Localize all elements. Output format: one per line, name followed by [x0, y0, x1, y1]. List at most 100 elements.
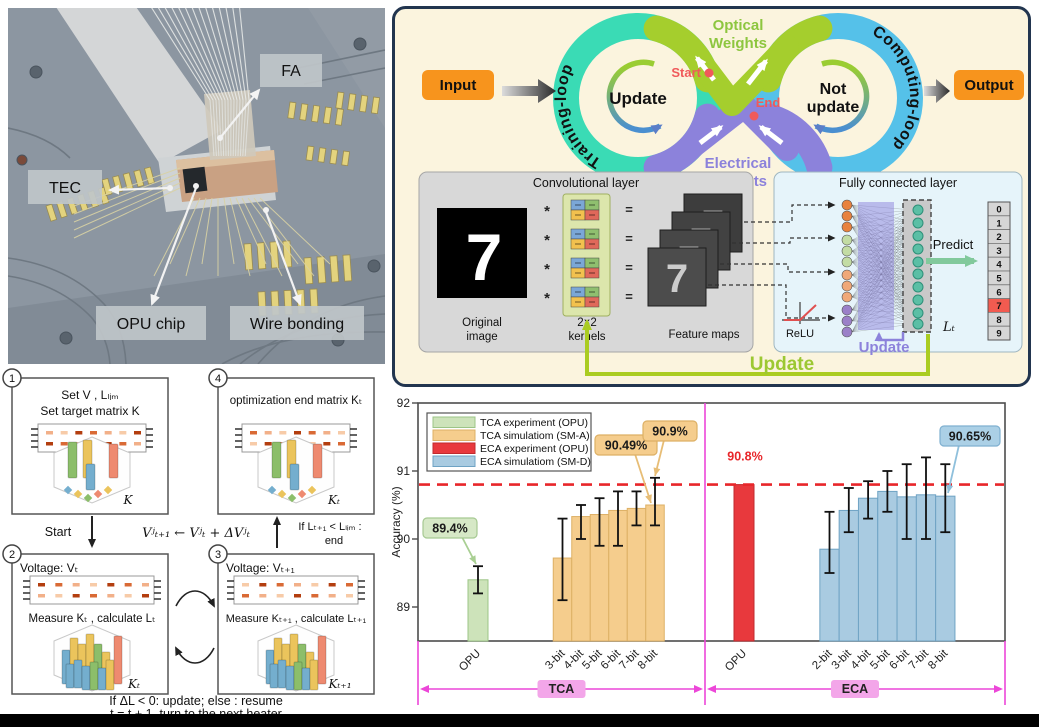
start-dot — [704, 68, 714, 78]
group-label: ECA — [842, 682, 868, 696]
equals-sign: = — [625, 289, 633, 304]
output-label: Output — [964, 77, 1013, 94]
bar-eca-opu — [733, 484, 755, 642]
digit-column: 0 1 2 3 4 5 6 7 8 9 — [987, 201, 1011, 341]
plot-frame — [417, 402, 1006, 642]
y-tick-label: 90 — [397, 532, 411, 546]
output-neuron — [912, 294, 924, 306]
accuracy-chart: 89 90 91 92 Accuracy (%) OPU 3-bit4-bit5-bit6-… — [392, 396, 1006, 705]
training-loop-ring — [553, 13, 723, 183]
input-neuron — [841, 269, 853, 281]
svg-text:7: 7 — [666, 257, 688, 301]
step3-measure: Measure Kₜ₊₁ , calculate Lₜ₊₁ — [226, 613, 367, 625]
update-formula: Vʲₜ₊₁ ← Vʲₜ + ΔVʲₜ — [142, 526, 251, 541]
step3-title: Voltage: Vₜ₊₁ — [226, 561, 295, 575]
multiply-sign: * — [544, 232, 550, 249]
optical-fibers — [151, 8, 250, 157]
electrical-weights-label-1: Electrical — [705, 155, 772, 172]
computing-loop-ring — [753, 13, 923, 183]
k-label-3: Kₜ₊₁ — [327, 677, 351, 691]
multiply-sign: * — [544, 261, 550, 278]
ribbon-cable — [56, 8, 222, 164]
update-cycle-arrow — [606, 59, 663, 135]
k-label-2: Kₜ — [127, 677, 140, 691]
x-tick-label: OPU — [457, 648, 483, 674]
note-line2: t = t + 1, turn to the next heater — [110, 707, 282, 718]
input-neuron — [841, 280, 853, 292]
output-arrow — [924, 79, 950, 103]
step-numbers: 1 4 2 3 — [2, 368, 228, 564]
annotation-text: 90.49% — [605, 439, 647, 453]
digit-label: 3 — [996, 246, 1001, 257]
flowchart-panel: 1 4 2 3 Set V , Lₗᵢₘ Set target matrix K… — [2, 368, 375, 718]
legend-label: ECA simulatiom (SM-D) — [480, 456, 591, 468]
legend-label: TCA experiment (OPU) — [480, 417, 588, 429]
matrix-3d-charts — [53, 436, 335, 692]
fc-update-label: Update — [859, 339, 910, 356]
group-label-box — [831, 680, 879, 698]
y-axis-label: Accuracy (%) — [392, 486, 403, 557]
fa-label-box — [260, 54, 322, 87]
digit-label: 7 — [996, 301, 1001, 312]
annotation-box — [939, 425, 1001, 447]
optical-weights-label-1: Optical — [713, 17, 764, 34]
purple-update-bracket — [874, 332, 905, 342]
chip-photo-panel: FA TEC OPU chip Wire bonding — [8, 8, 385, 364]
digit-label: 5 — [996, 274, 1002, 285]
output-neuron — [912, 268, 924, 280]
step1-line1: Set V , Lₗᵢₘ — [61, 388, 118, 402]
legend-swatch — [432, 455, 476, 467]
y-tick-label: 91 — [397, 464, 411, 478]
conv-layer-panel: Convolutional layer 7 Original image * *… — [418, 171, 754, 353]
x-tick-label: OPU — [723, 648, 749, 674]
input-box — [422, 70, 494, 100]
end-label: End — [756, 95, 781, 110]
photo-annotations: FA TEC OPU chip Wire bonding — [28, 54, 364, 340]
bar-eca-4-bit — [857, 497, 879, 642]
digit-label: 9 — [996, 329, 1001, 340]
not-update-label-2: update — [807, 99, 860, 116]
output-box — [954, 70, 1024, 100]
svg-text:4: 4 — [215, 373, 221, 385]
fc-layer-panel: Fully connected layer Lₜ ReLU Predict 0 1… — [708, 171, 1023, 356]
output-neuron — [912, 217, 924, 229]
svg-text:2: 2 — [9, 549, 15, 561]
digit-label: 1 — [996, 218, 1002, 229]
original-caption-1: Original — [462, 317, 502, 329]
annotation-box — [642, 420, 698, 442]
predict-label: Predict — [933, 237, 974, 252]
x-tick-label: 8-bit — [926, 647, 951, 672]
input-neuron — [841, 315, 853, 327]
cycle-arrow-bottom — [175, 646, 215, 664]
x-tick-label: 7-bit — [907, 647, 932, 672]
chip-cavity — [182, 166, 208, 194]
equals-sign: = — [625, 202, 633, 217]
input-neuron — [841, 326, 853, 338]
step2-title: Voltage: Vₜ — [20, 561, 78, 575]
annotation-text: 90.8% — [727, 450, 762, 464]
legend-swatch — [432, 429, 476, 441]
annotation-box — [594, 434, 658, 456]
annotation-box — [422, 517, 478, 539]
end-condition-2: end — [325, 535, 343, 547]
tec-label: TEC — [49, 180, 81, 197]
equals-sign: = — [625, 260, 633, 275]
fc-network — [851, 202, 914, 333]
equals-sign: = — [625, 231, 633, 246]
output-neuron — [912, 281, 924, 293]
input-neuron — [841, 210, 853, 222]
multiply-sign: * — [544, 203, 550, 220]
input-label: Input — [440, 77, 477, 94]
legend-label: ECA experiment (OPU) — [480, 443, 589, 455]
bar-eca-5-bit — [877, 490, 898, 642]
original-image — [437, 208, 527, 298]
label-arrows — [108, 88, 302, 306]
multiply-sign: * — [544, 290, 550, 307]
start-label: Start — [671, 65, 701, 80]
relu-label: ReLU — [786, 328, 814, 340]
wire-bonding-label-box — [230, 306, 364, 340]
step1-line2: Set target matrix K — [40, 404, 139, 418]
x-tick-label: 4-bit — [849, 647, 874, 672]
svg-text:1: 1 — [9, 373, 15, 385]
